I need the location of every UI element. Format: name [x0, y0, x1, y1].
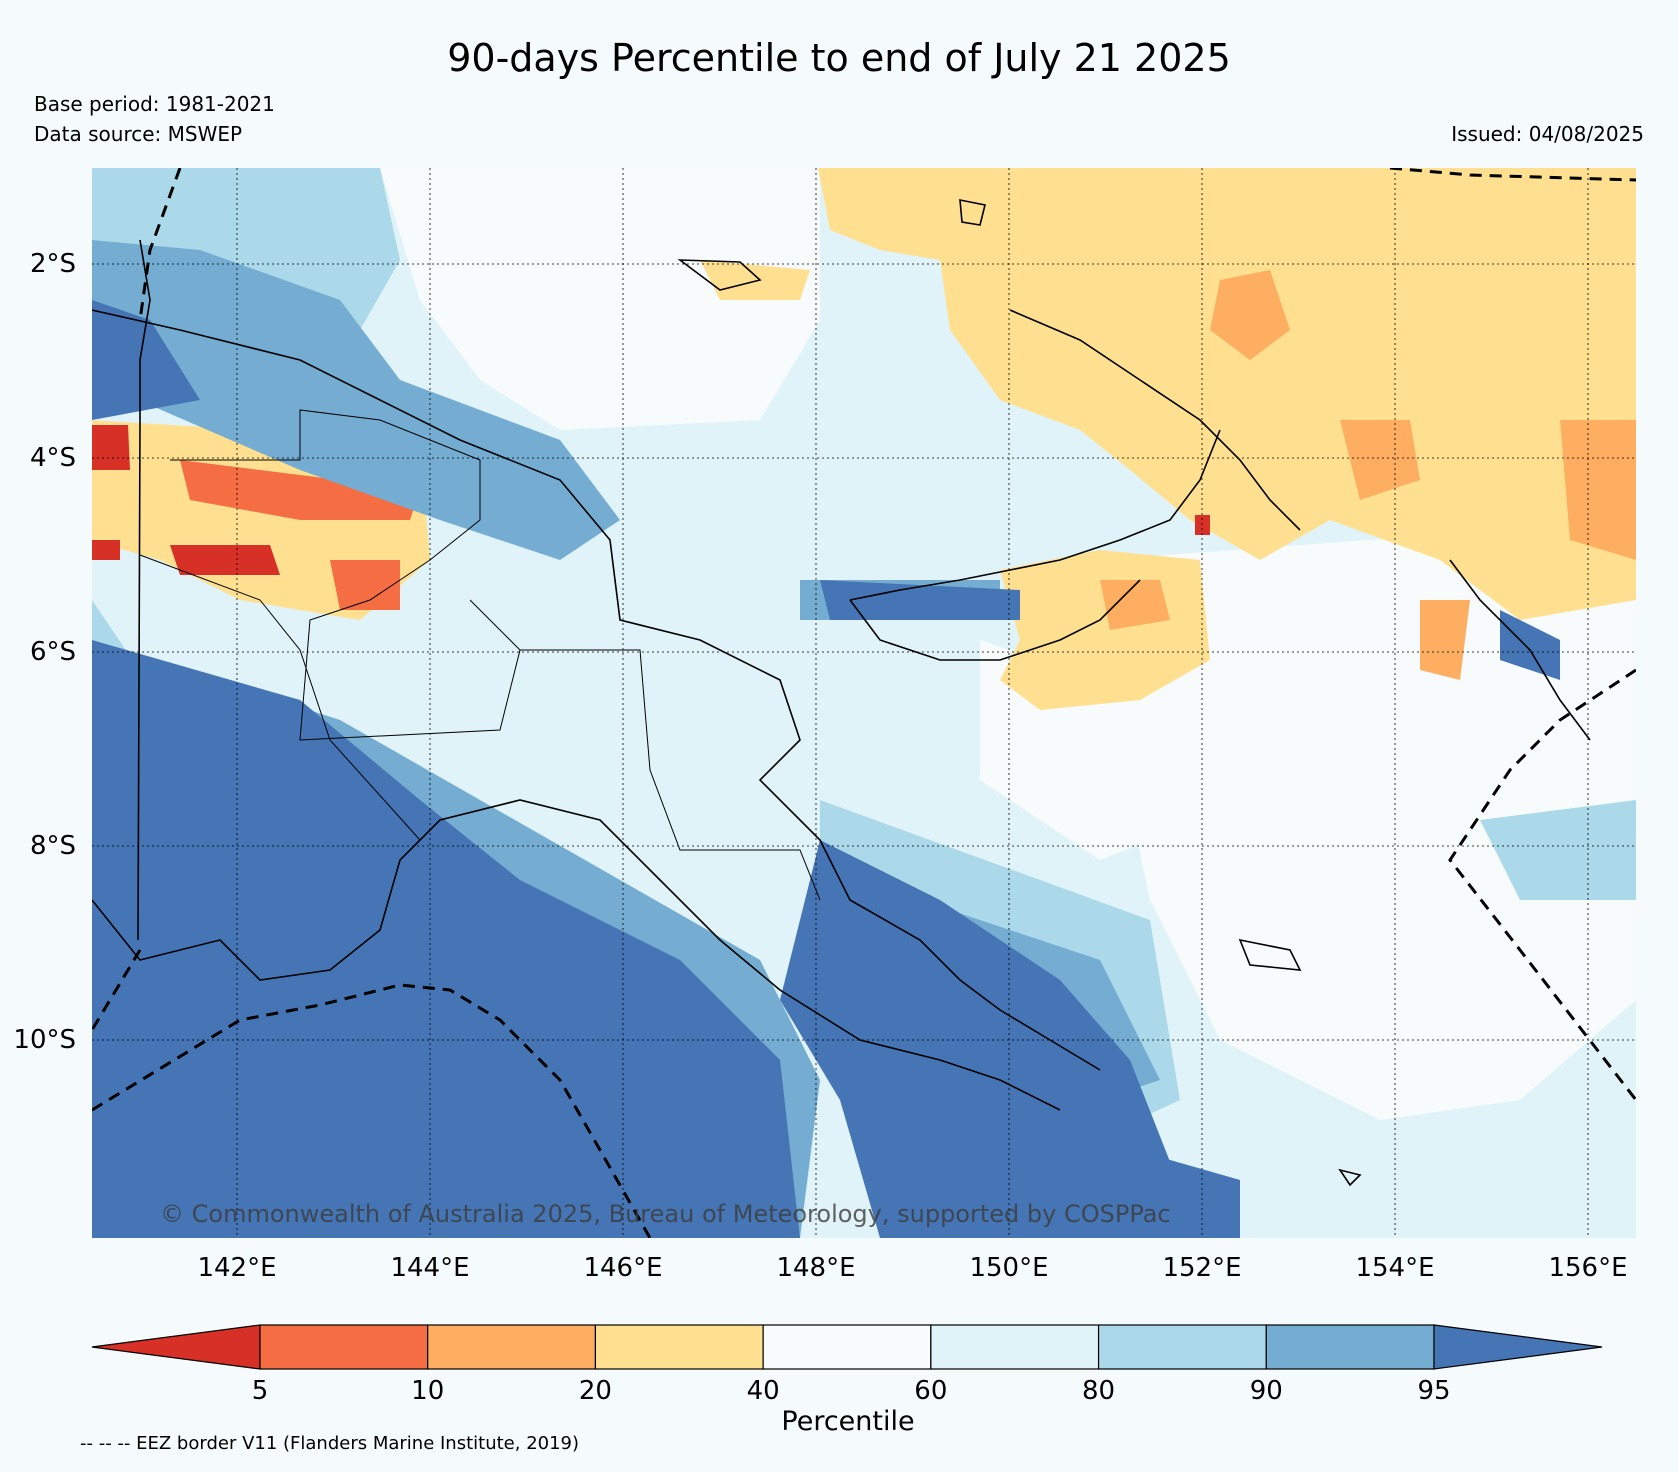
lat-label-6s: 6°S	[30, 637, 76, 667]
colorbar-tick: 40	[747, 1376, 780, 1406]
lat-label-8s: 8°S	[30, 831, 76, 861]
eez-borders	[92, 168, 1636, 1238]
gridlines	[92, 168, 1636, 1238]
colorbar-segment	[930, 1324, 1100, 1370]
colorbar-segment	[762, 1324, 932, 1370]
colorbar-extend-high	[1433, 1324, 1603, 1370]
colorbar-segment	[1265, 1324, 1435, 1370]
colorbar: 5 10 20 40 60 80 90 95	[91, 1324, 1603, 1406]
lon-labels: 142°E 144°E 146°E 148°E 150°E 152°E 154°…	[197, 1253, 1627, 1283]
lon-label-142e: 142°E	[197, 1253, 276, 1283]
colorbar-tick: 95	[1417, 1376, 1450, 1406]
lat-labels: 2°S 4°S 6°S 8°S 10°S	[13, 249, 76, 1055]
lon-label-150e: 150°E	[969, 1253, 1048, 1283]
colorbar-tick: 20	[579, 1376, 612, 1406]
colorbar-tick: 10	[411, 1376, 444, 1406]
lon-label-146e: 146°E	[583, 1253, 662, 1283]
lon-label-152e: 152°E	[1162, 1253, 1241, 1283]
lat-label-2s: 2°S	[30, 249, 76, 279]
eez-footnote: -- -- -- EEZ border V11 (Flanders Marine…	[80, 1433, 580, 1454]
coastlines	[92, 199, 1591, 1187]
colorbar-label: Percentile	[781, 1406, 914, 1437]
colorbar-segment	[259, 1324, 429, 1370]
lon-label-144e: 144°E	[390, 1253, 469, 1283]
colorbar-segment	[427, 1324, 597, 1370]
colorbar-tick: 60	[914, 1376, 947, 1406]
lon-label-156e: 156°E	[1548, 1253, 1627, 1283]
copyright-watermark: © Commonwealth of Australia 2025, Bureau…	[160, 1200, 1171, 1228]
colorbar-extend-low	[91, 1324, 261, 1370]
colorbar-segment	[1097, 1324, 1267, 1370]
colorbar-tick: 80	[1082, 1376, 1115, 1406]
lat-label-4s: 4°S	[30, 443, 76, 473]
colorbar-tick: 5	[252, 1376, 269, 1406]
colorbar-segment	[594, 1324, 764, 1370]
data-source: Data source: MSWEP	[34, 122, 243, 146]
lon-label-148e: 148°E	[776, 1253, 855, 1283]
map-area: © Commonwealth of Australia 2025, Bureau…	[92, 168, 1636, 1238]
lon-label-154e: 154°E	[1355, 1253, 1434, 1283]
lat-label-10s: 10°S	[13, 1025, 76, 1055]
colorbar-tick: 90	[1250, 1376, 1283, 1406]
base-period: Base period: 1981-2021	[34, 92, 275, 116]
map-title: 90-days Percentile to end of July 21 202…	[447, 36, 1231, 80]
issued-date: Issued: 04/08/2025	[1451, 122, 1644, 146]
